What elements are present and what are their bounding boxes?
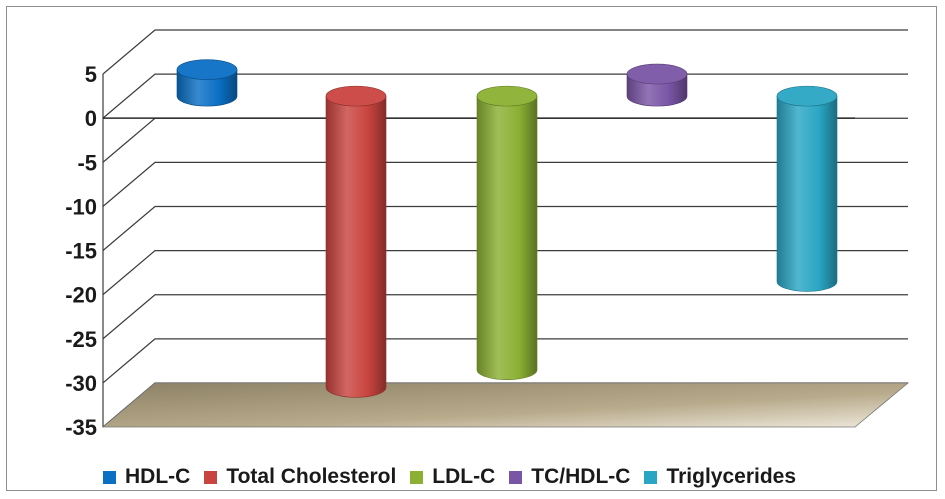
bar-cap: [325, 85, 387, 107]
bar-triglycerides: [776, 85, 838, 292]
bar-body: [776, 95, 838, 292]
bar-tc-hdl-c: [626, 63, 688, 107]
gridline: [102, 294, 908, 340]
legend: HDL-C Total Cholesterol LDL-C TC/HDL-C Trigl…: [103, 462, 796, 492]
chart-frame: 5 0 -5 -10 -15 -20 -25 -30 -35 HDL-C Total Choles…: [6, 6, 937, 491]
y-tick-label: -10: [65, 194, 97, 219]
legend-swatch: [204, 470, 218, 484]
gridline: [102, 250, 908, 296]
legend-label: LDL-C: [432, 465, 496, 488]
legend-label: TC/HDL-C: [531, 465, 631, 488]
bar-layer: [176, 59, 838, 398]
y-tick-label: -35: [65, 415, 97, 440]
y-tick-label: -5: [77, 150, 97, 175]
legend-swatch: [509, 470, 523, 484]
legend-item: Triglycerides: [644, 465, 796, 489]
bar-cap: [176, 59, 238, 80]
bar-cap: [626, 63, 688, 85]
legend-item: HDL-C: [103, 465, 190, 489]
legend-label: Triglycerides: [666, 465, 797, 488]
y-tick-label: -20: [65, 283, 97, 308]
legend-label: Total Cholesterol: [226, 465, 397, 488]
legend-swatch: [103, 470, 116, 484]
y-tick-label: -15: [65, 239, 97, 264]
bar-total-cholesterol: [325, 85, 387, 398]
y-tick-label: 5: [85, 62, 97, 87]
y-tick-label: -30: [65, 371, 97, 396]
floor-layer: [101, 382, 910, 428]
legend-label: HDL-C: [125, 465, 191, 488]
tick-layer: 5 0 -5 -10 -15 -20 -25 -30 -35: [65, 62, 97, 440]
chart-plot: 5 0 -5 -10 -15 -20 -25 -30 -35: [65, 29, 910, 440]
y-tick-label: -25: [65, 327, 97, 352]
legend-item: LDL-C: [410, 465, 495, 489]
legend-swatch: [410, 470, 424, 484]
y-tick-label: 0: [85, 106, 97, 131]
gridline: [102, 161, 908, 207]
legend-item: Total Cholesterol: [204, 465, 396, 489]
legend-swatch: [644, 470, 658, 484]
bar-body: [176, 69, 238, 107]
bar-cap: [776, 85, 838, 107]
legend-item: TC/HDL-C: [509, 465, 630, 489]
gridline: [102, 29, 908, 75]
gridline: [102, 338, 908, 384]
gridline: [102, 205, 908, 251]
chart-floor: [101, 382, 910, 428]
bar-hdl-c: [176, 59, 238, 107]
bar-cap: [476, 85, 538, 107]
bar-ldl-c: [476, 85, 538, 380]
bar-body: [325, 95, 387, 398]
bar-body: [476, 95, 538, 380]
